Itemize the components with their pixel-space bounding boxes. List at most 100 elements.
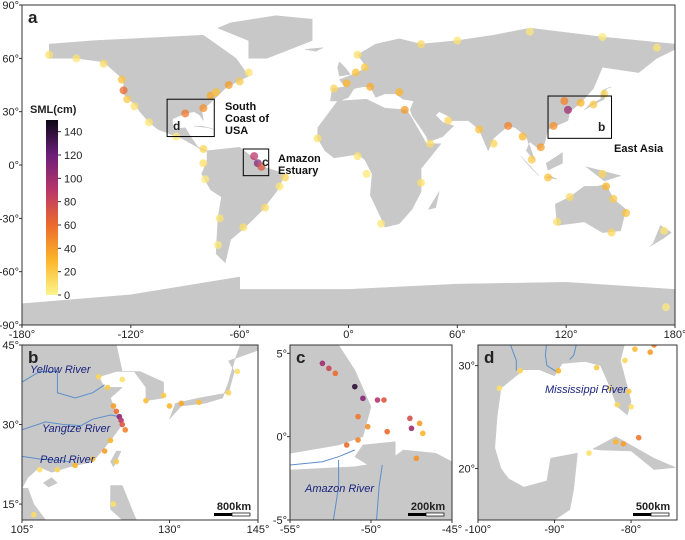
data-point — [598, 33, 607, 41]
data-point — [31, 511, 37, 518]
data-point — [275, 182, 284, 191]
y-tick-label: -90° — [0, 320, 19, 332]
data-point — [329, 84, 338, 93]
data-point — [355, 413, 361, 420]
data-point — [504, 121, 513, 130]
land — [42, 477, 58, 488]
map-content — [22, 15, 675, 325]
data-point — [352, 383, 358, 390]
panel-letter: b — [28, 348, 38, 367]
data-point — [660, 226, 669, 235]
region-box-letter: c — [262, 155, 269, 169]
colorbar-tick-label: 20 — [64, 267, 76, 279]
map-content — [290, 345, 452, 520]
river — [509, 345, 517, 371]
y-tick-label: 0° — [276, 432, 287, 444]
data-point — [261, 203, 270, 212]
colorbar-tick-label: 80 — [64, 197, 76, 209]
data-point — [395, 88, 404, 97]
y-tick-label: 30° — [458, 361, 475, 373]
land — [520, 155, 540, 176]
data-point — [123, 95, 132, 104]
data-point — [212, 88, 221, 97]
y-tick-label: 5° — [276, 348, 287, 360]
river-label: Pearl River — [40, 454, 96, 466]
data-point — [257, 162, 266, 171]
river-label: Mississippi River — [545, 384, 628, 396]
data-point — [374, 397, 381, 403]
data-point — [620, 441, 627, 447]
river-label: Yangtze River — [42, 423, 112, 435]
data-point — [118, 417, 124, 424]
scale-bar — [214, 513, 232, 516]
land — [676, 472, 677, 488]
colorbar-tick-label: 100 — [64, 173, 82, 185]
panel-frame — [477, 344, 678, 521]
y-tick-label: 45° — [2, 340, 19, 352]
data-point — [144, 118, 153, 127]
y-tick-label: 60° — [2, 53, 19, 65]
scale-label: 500km — [636, 501, 670, 513]
river — [290, 449, 355, 466]
data-point — [444, 116, 453, 125]
data-point — [201, 175, 210, 184]
y-tick-label: -30° — [0, 213, 19, 225]
data-point — [622, 209, 631, 217]
map-content — [478, 345, 677, 520]
data-point — [606, 385, 613, 392]
scale-bar — [408, 513, 426, 516]
data-point — [342, 79, 351, 88]
data-point — [527, 155, 536, 164]
river-label: Amazon River — [304, 483, 375, 495]
river — [22, 414, 120, 431]
colorbar — [46, 120, 58, 295]
data-point — [110, 403, 117, 409]
data-point — [160, 392, 167, 399]
data-point — [196, 399, 202, 406]
data-point — [45, 50, 54, 59]
colorbar-tick-label: 60 — [64, 220, 76, 232]
data-point — [332, 370, 339, 377]
data-point — [408, 425, 415, 432]
data-point — [553, 217, 562, 226]
data-point — [417, 178, 426, 187]
data-point — [400, 105, 409, 114]
scale-bar — [425, 512, 445, 517]
data-point — [166, 403, 173, 409]
y-tick-label: 30° — [2, 107, 19, 119]
data-point — [199, 104, 208, 113]
river — [376, 464, 383, 520]
data-point — [407, 415, 413, 422]
x-tick-label: -100° — [465, 524, 491, 536]
data-point — [560, 97, 569, 105]
y-tick-label: -60° — [0, 267, 19, 279]
data-point — [632, 346, 638, 352]
data-point — [609, 194, 618, 203]
data-point — [224, 81, 233, 89]
data-point — [213, 241, 222, 249]
x-tick-label: -180° — [9, 329, 35, 341]
land — [169, 345, 258, 420]
data-point — [313, 134, 322, 143]
y-tick-label: 20° — [458, 464, 475, 476]
data-point — [416, 420, 423, 427]
y-tick-label: 0° — [8, 160, 19, 172]
land — [217, 15, 313, 59]
land — [290, 345, 372, 454]
region-box — [166, 98, 215, 138]
data-point — [326, 365, 332, 372]
y-tick-label: 15° — [2, 499, 19, 511]
data-point — [602, 182, 611, 191]
data-point — [244, 68, 253, 77]
data-point — [576, 98, 585, 107]
x-tick-label: -120° — [118, 329, 144, 341]
y-tick-label: 90° — [2, 0, 19, 12]
data-point — [95, 374, 102, 380]
data-point — [360, 63, 369, 72]
data-point — [518, 132, 527, 141]
data-point — [384, 428, 391, 435]
data-point — [622, 357, 628, 364]
data-point — [143, 397, 149, 404]
data-point — [536, 143, 545, 152]
data-point — [364, 423, 371, 430]
